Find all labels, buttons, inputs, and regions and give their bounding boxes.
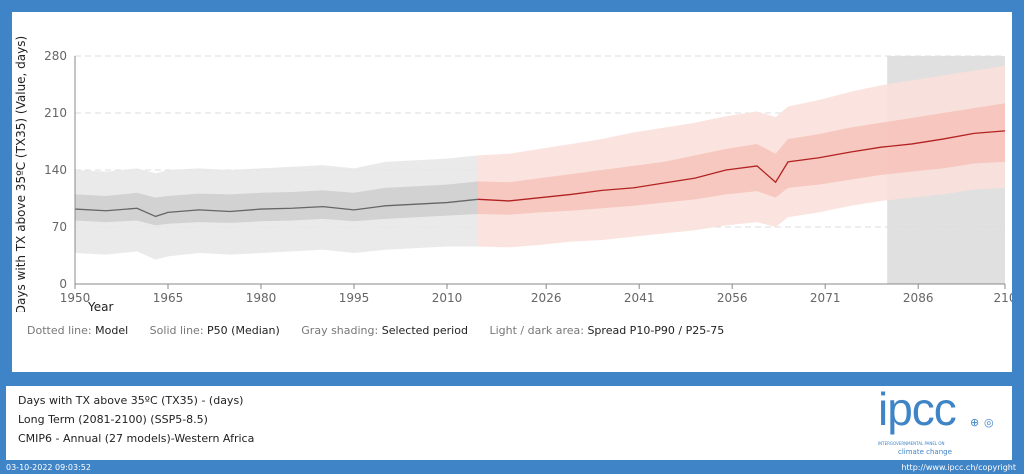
future-median-line [477, 130, 1006, 202]
chart-panel: 0 70 140 210 280 1950 1965 1980 1995 2010 2026 2041… [12, 12, 1012, 372]
info-panel: Days with TX above 35ºC (TX35) - (days) … [6, 386, 1012, 460]
legend-label: Gray shading: [301, 324, 379, 337]
timestamp: 03-10-2022 09:03:52 [6, 463, 91, 472]
y-tick-label: 140 [44, 163, 67, 177]
x-tick-label: 1950 [60, 291, 91, 305]
logo-text: ipcc [878, 383, 957, 435]
y-axis-label: Days with TX above 35ºC (TX35) (Value, d… [14, 36, 28, 312]
x-tick-label: 1965 [153, 291, 184, 305]
y-tick-label: 280 [44, 49, 67, 63]
legend-value: P50 (Median) [207, 324, 280, 337]
logo-subtitle: INTERGOVERNMENTAL PANEL ON [878, 441, 945, 446]
unep-emblem-icon: ◎ [984, 416, 994, 429]
copyright-link[interactable]: http://www.ipcc.ch/copyright [901, 463, 1016, 472]
legend-value: Spread P10-P90 / P25-75 [587, 324, 725, 337]
x-tick-label: 210 [994, 291, 1012, 305]
x-tick-label: 2071 [810, 291, 841, 305]
legend: Dotted line: Model Solid line: P50 (Medi… [27, 324, 742, 337]
x-tick-label: 2041 [624, 291, 655, 305]
x-tick-label: 2026 [531, 291, 562, 305]
info-period: Long Term (2081-2100) (SSP5-8.5) [18, 413, 208, 426]
x-tick-label: 2086 [903, 291, 934, 305]
chart: 0 70 140 210 280 1950 1965 1980 1995 2010 2026 2041… [14, 36, 1012, 312]
legend-label: Light / dark area: [489, 324, 584, 337]
info-variable: Days with TX above 35ºC (TX35) - (days) [18, 394, 244, 407]
x-tick-label: 2056 [717, 291, 748, 305]
historical-p25-p75-band [75, 181, 478, 226]
wmo-emblem-icon: ⊕ [970, 416, 980, 429]
legend-label: Solid line: [149, 324, 204, 337]
ipcc-logo: ipcc INTERGOVERNMENTAL PANEL ON climate … [878, 383, 998, 458]
y-tick-label: 0 [59, 277, 67, 291]
x-tick-label: 2010 [432, 291, 463, 305]
legend-label: Dotted line: [27, 324, 92, 337]
x-axis-label: Year [87, 300, 113, 312]
logo-subtitle2: climate change [898, 448, 952, 456]
future-p25-p75-band [478, 103, 1005, 215]
legend-value: Model [95, 324, 129, 337]
y-tick-label: 70 [52, 220, 67, 234]
historical-median-line [74, 198, 479, 218]
info-dataset: CMIP6 - Annual (27 models)-Western Afric… [18, 432, 255, 445]
y-tick-label: 210 [44, 106, 67, 120]
legend-value: Selected period [381, 324, 468, 337]
x-tick-label: 1980 [246, 291, 277, 305]
x-tick-label: 1995 [339, 291, 370, 305]
